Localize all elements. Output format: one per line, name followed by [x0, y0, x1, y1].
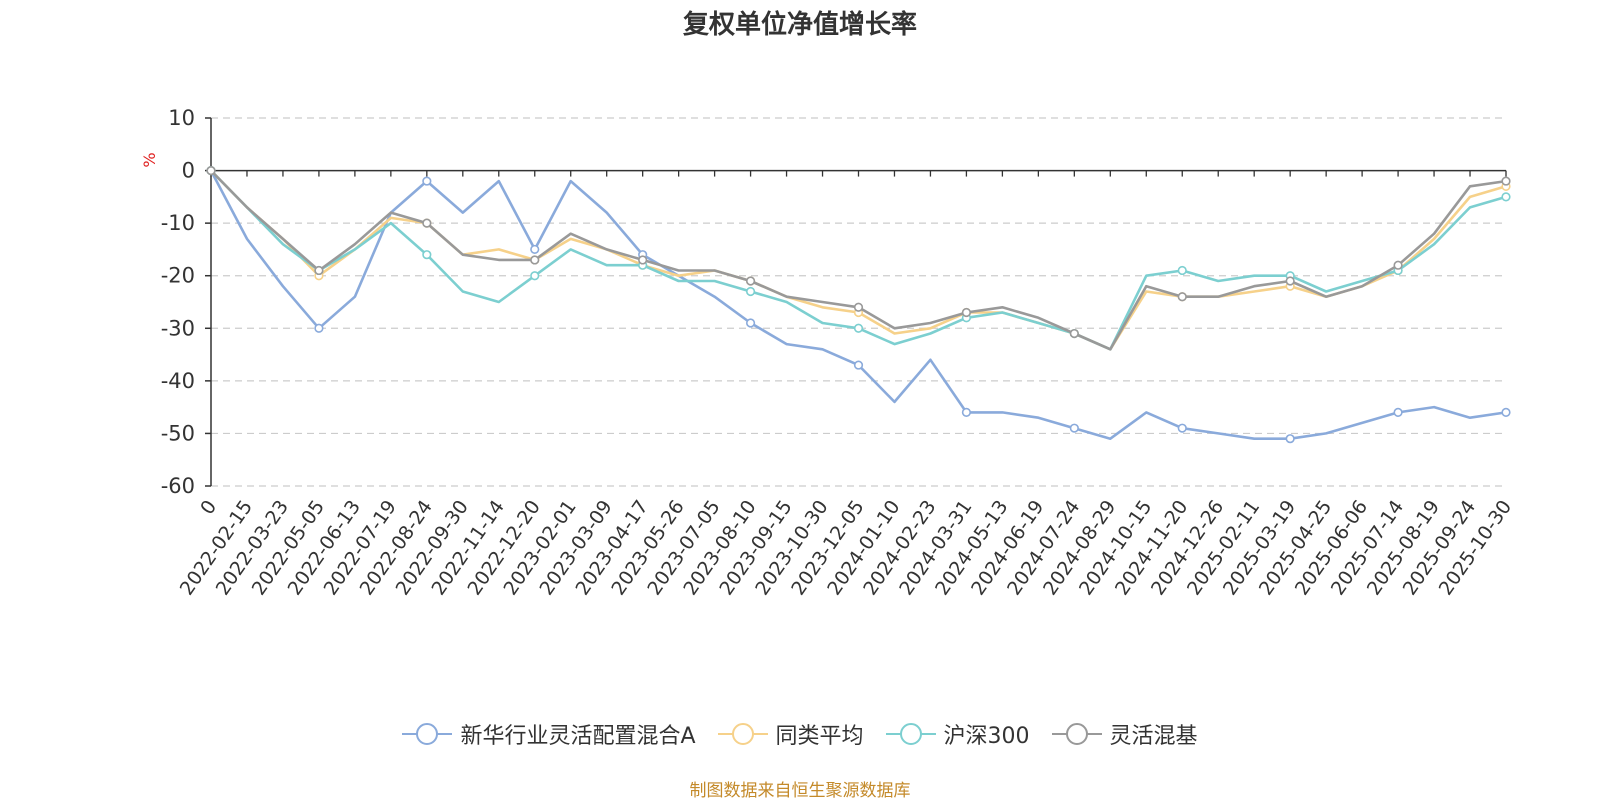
series-point-1 [1393, 407, 1403, 418]
legend-item[interactable]: 新华行业灵活配置混合A [402, 718, 696, 750]
series-point-4 [422, 218, 432, 228]
y-tick-label: -10 [161, 211, 195, 235]
legend: 新华行业灵活配置混合A 同类平均 沪深300 灵活混基 [0, 718, 1600, 750]
series-point-1 [314, 323, 324, 333]
x-tick-label: 0 [196, 496, 221, 519]
series-point-1 [1285, 434, 1295, 444]
series-point-3 [1177, 265, 1187, 276]
y-axis-label: % [140, 152, 159, 167]
series-point-4 [530, 255, 540, 265]
series-point-4 [745, 276, 756, 286]
series-point-4 [638, 255, 648, 265]
series-point-1 [422, 176, 432, 186]
legend-marker-icon [717, 723, 768, 745]
y-tick-label: -20 [161, 264, 195, 288]
series-point-4 [1069, 328, 1079, 339]
series-point-4 [206, 165, 216, 176]
legend-item[interactable]: 同类平均 [717, 718, 864, 750]
y-tick-label: -30 [161, 316, 195, 340]
legend-item[interactable]: 灵活混基 [1051, 718, 1198, 750]
series-line-3 [210, 169, 1507, 351]
series-point-4 [1393, 260, 1403, 270]
series-point-3 [853, 323, 864, 333]
series-point-4 [961, 307, 972, 318]
legend-marker-icon [1051, 723, 1102, 745]
series-point-3 [1501, 192, 1511, 202]
series-point-4 [1285, 276, 1295, 286]
series-point-1 [530, 244, 540, 255]
y-tick-label: -60 [161, 474, 195, 498]
series-line-2 [210, 169, 1507, 351]
series-point-1 [1501, 407, 1511, 418]
series-point-3 [422, 250, 432, 260]
legend-label: 同类平均 [775, 724, 864, 749]
legend-label: 新华行业灵活配置混合A [460, 724, 696, 749]
series-line-4 [210, 169, 1507, 351]
legend-label: 沪深300 [943, 724, 1030, 749]
series-point-1 [961, 407, 972, 418]
y-tick-label: -40 [161, 369, 195, 393]
legend-marker-icon [885, 723, 936, 745]
legend-item[interactable]: 沪深300 [885, 718, 1030, 750]
series-point-3 [745, 286, 756, 297]
series-point-1 [1177, 423, 1187, 433]
series-point-1 [853, 360, 864, 370]
series-point-1 [745, 318, 756, 328]
y-tick-label: -50 [161, 421, 195, 445]
series-point-4 [314, 265, 324, 276]
legend-marker-icon [402, 723, 453, 745]
y-tick-label: 0 [182, 159, 195, 183]
series-point-4 [1501, 176, 1511, 186]
legend-label: 灵活混基 [1109, 724, 1198, 749]
series-point-1 [1069, 423, 1079, 433]
y-tick-label: 10 [168, 106, 195, 130]
chart-title: 复权单位净值增长率 [682, 10, 917, 40]
series-point-4 [1177, 292, 1187, 302]
source-note: 制图数据来自恒生聚源数据库 [689, 781, 911, 801]
series-point-3 [530, 271, 540, 281]
series-point-4 [853, 302, 864, 312]
